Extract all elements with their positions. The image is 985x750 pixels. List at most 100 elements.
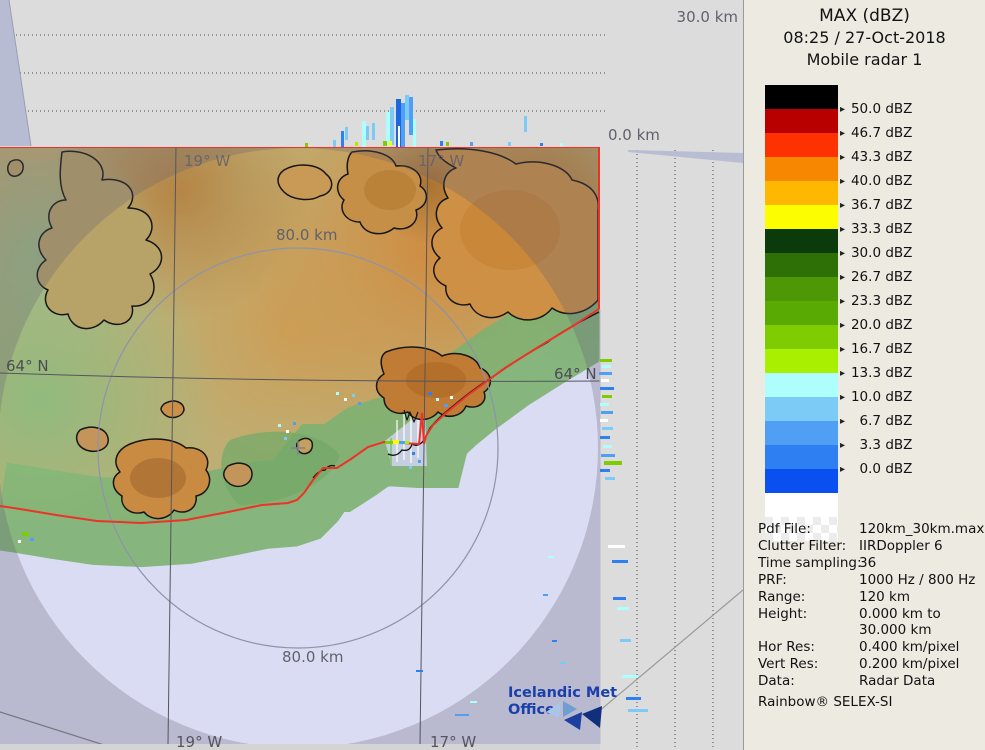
altitude-zero-label: 0.0 km	[608, 126, 660, 144]
tick-arrow-icon: ▸	[840, 199, 846, 211]
scale-swatch	[765, 133, 838, 157]
scale-swatch	[765, 301, 838, 325]
metadata-value: 120km_30km.max	[859, 521, 985, 537]
logo-text-line1: Icelandic Met	[508, 685, 617, 701]
echo-bars-right-panel	[599, 359, 648, 712]
metadata-label: Vert Res:	[758, 656, 819, 673]
metadata-value: 0.400 km/pixel	[859, 639, 960, 656]
tick-arrow-icon: ▸	[840, 247, 846, 259]
metadata-value: 120 km	[859, 588, 911, 605]
scale-tick-label: ▸ 16.7 dBZ	[840, 341, 913, 357]
range-ring-bottom-label: 80.0 km	[282, 648, 343, 666]
metadata-row: Range: 120 km	[758, 589, 982, 606]
metadata-label: Pdf File:	[758, 521, 811, 537]
scale-tick-label: ▸ 20.0 dBZ	[840, 317, 913, 333]
scale-tick-label: ▸ 33.3 dBZ	[840, 221, 913, 237]
scale-swatch	[765, 205, 838, 229]
meridian-17w-bottom-label: 17° W	[430, 733, 476, 750]
data-boundary-red	[0, 147, 600, 525]
metadata-label: Data:	[758, 673, 795, 690]
meridian-17w-top-label: 17° W	[418, 152, 464, 170]
scan-cone-edge-bottom-left	[0, 711, 104, 744]
scale-swatch	[765, 397, 838, 421]
scale-swatch	[765, 349, 838, 373]
tick-arrow-icon: ▸	[840, 151, 846, 163]
metadata-label: Hor Res:	[758, 639, 815, 656]
scale-tick-label: ▸ 23.3 dBZ	[840, 293, 913, 309]
software-footer: Rainbow® SELEX-SI	[758, 694, 893, 710]
tick-arrow-icon: ▸	[840, 175, 846, 187]
scale-swatch	[765, 373, 838, 397]
product-datetime: 08:25 / 27-Oct-2018	[783, 28, 946, 47]
parallel-64n-right-label: 64° N	[554, 365, 597, 383]
scale-tick-label: ▸ 13.3 dBZ	[840, 365, 913, 381]
scale-tick-label: ▸ 43.3 dBZ	[840, 149, 913, 165]
radar-site-marker	[291, 441, 305, 455]
echo-bars-top-panel	[305, 95, 563, 147]
scale-tick-label: ▸ 36.7 dBZ	[840, 197, 913, 213]
metadata-value: 36	[859, 554, 877, 571]
metadata-value: 0.200 km/pixel	[859, 656, 960, 673]
metadata-label: Time sampling:	[758, 554, 862, 571]
scale-swatch	[765, 421, 838, 445]
scale-swatch	[765, 85, 838, 109]
scale-tick-label: ▸ 40.0 dBZ	[840, 173, 913, 189]
metadata-row: Pdf File: 120km_30km.max	[758, 521, 985, 538]
scan-cone-edge-top	[8, 0, 32, 147]
metadata-value: 1000 Hz / 800 Hz	[859, 571, 976, 588]
scan-cone-wedge-top	[0, 0, 31, 146]
metadata-row: Hor Res: 0.400 km/pixel	[758, 639, 982, 656]
logo-text-line2: Office	[508, 702, 555, 718]
tick-arrow-icon: ▸	[840, 367, 846, 379]
scale-swatch	[765, 493, 838, 517]
metadata-label: Range:	[758, 588, 806, 605]
metadata-row: PRF: 1000 Hz / 800 Hz	[758, 572, 982, 589]
scale-tick-label: ▸ 30.0 dBZ	[840, 245, 913, 261]
scale-swatch	[765, 109, 838, 133]
icelandic-met-office-logo: Icelandic Met Office	[508, 685, 617, 730]
scale-swatch	[765, 157, 838, 181]
scale-tick-label: ▸ 0.0 dBZ	[840, 461, 913, 477]
radar-map-canvas: 30.0 km 0.0 km 19° W 17° W 80.0 km 80.0 …	[0, 0, 743, 750]
scale-tick-label: ▸ 50.0 dBZ	[840, 101, 913, 117]
color-scale-swatches	[765, 85, 838, 541]
scale-swatch	[765, 253, 838, 277]
metadata-row: 30.000 km	[758, 622, 982, 639]
scale-swatch	[765, 181, 838, 205]
top-panel-gridlines	[0, 34, 606, 112]
map-labels: 30.0 km 0.0 km 19° W 17° W 80.0 km 80.0 …	[6, 8, 738, 750]
tick-arrow-icon: ▸	[840, 439, 846, 451]
metadata-row: Height: 0.000 km to	[758, 606, 982, 623]
tick-arrow-icon: ▸	[840, 295, 846, 307]
tick-arrow-icon: ▸	[840, 391, 846, 403]
metadata-value: 0.000 km to	[859, 605, 941, 622]
tick-arrow-icon: ▸	[840, 127, 846, 139]
parallel-64n-left-label: 64° N	[6, 357, 49, 375]
scale-tick-label: ▸ 6.7 dBZ	[840, 413, 913, 429]
meridian-19w-bottom-label: 19° W	[176, 733, 222, 750]
product-title: MAX (dBZ)	[819, 6, 910, 26]
scale-tick-label: ▸ 46.7 dBZ	[840, 125, 913, 141]
altitude-max-label: 30.0 km	[677, 8, 738, 26]
map-bottom-strip	[0, 744, 600, 750]
scan-cone-wedge-right	[628, 150, 743, 163]
scale-swatch	[765, 325, 838, 349]
metadata-row: Data: Radar Data	[758, 673, 982, 690]
scale-swatch	[765, 229, 838, 253]
color-scale-labels: ▸ 50.0 dBZ ▸ 46.7 dBZ ▸ 43.3 dBZ ▸ 40.0 dBZ ▸ 36.…	[840, 85, 980, 585]
metadata-value: IIRDoppler 6	[859, 537, 943, 554]
range-ring-80km	[97, 247, 499, 649]
metadata-label: PRF:	[758, 571, 787, 588]
tick-arrow-icon: ▸	[840, 223, 846, 235]
tick-arrow-icon: ▸	[840, 343, 846, 355]
metadata-row: Vert Res: 0.200 km/pixel	[758, 656, 982, 673]
metadata-label	[758, 622, 859, 639]
scale-tick-label: ▸ 3.3 dBZ	[840, 437, 913, 453]
scale-swatch	[765, 469, 838, 493]
scale-swatch	[765, 277, 838, 301]
tick-arrow-icon: ▸	[840, 319, 846, 331]
tick-arrow-icon: ▸	[840, 415, 846, 427]
metadata-row: Clutter Filter: IIRDoppler 6	[758, 538, 982, 555]
info-sidebar: MAX (dBZ) 08:25 / 27-Oct-2018 Mobile rad…	[743, 0, 985, 750]
